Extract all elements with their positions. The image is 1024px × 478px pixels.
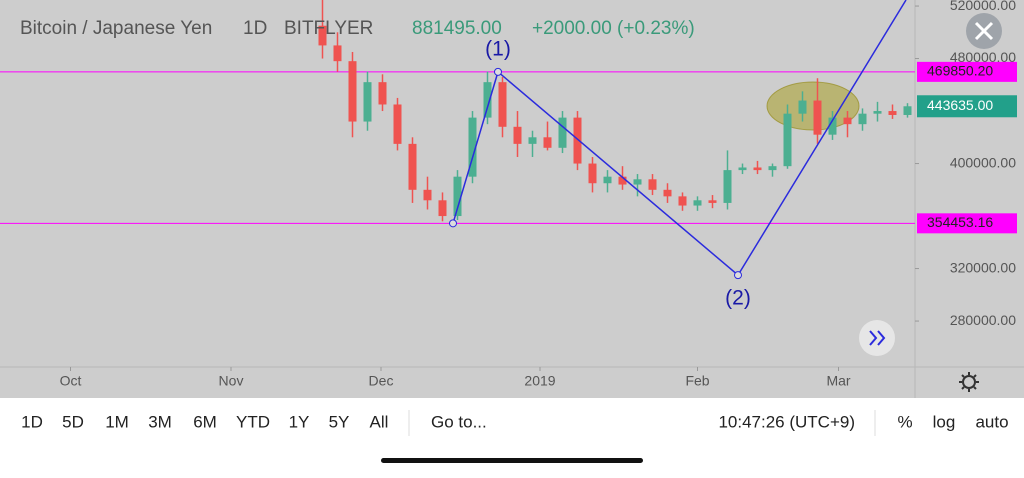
option-button[interactable]: %: [897, 412, 912, 431]
clock: 10:47:26 (UTC+9): [718, 412, 855, 431]
candle-body: [558, 117, 567, 148]
candle-body: [453, 176, 462, 217]
close-button[interactable]: [966, 13, 1002, 49]
candle-body: [888, 111, 897, 115]
candle-body: [378, 82, 387, 105]
candle-body: [858, 113, 867, 125]
candle-body: [783, 113, 792, 167]
candle-body: [588, 163, 597, 184]
y-tick-label: 480000.00: [950, 49, 1016, 65]
candle-body: [468, 117, 477, 177]
candle-body: [333, 45, 342, 62]
level-tag: [917, 61, 1017, 82]
candle-body: [408, 143, 417, 190]
candle-body: [693, 200, 702, 206]
candle-body: [528, 137, 537, 144]
wave-point: [449, 219, 457, 228]
range-button[interactable]: 1M: [105, 412, 129, 431]
candle-body: [828, 117, 837, 135]
chart-bg: [0, 0, 1024, 398]
candle-body: [708, 200, 717, 203]
price: 881495.00: [412, 18, 502, 39]
candle-body: [753, 167, 762, 171]
x-tick-label: 2019: [524, 373, 555, 389]
wave-line: [452, 0, 907, 277]
candle-body: [768, 166, 777, 171]
candle-body: [903, 106, 912, 115]
interval: 1D: [243, 18, 267, 39]
candle-body: [483, 82, 492, 118]
y-tick-label: 400000.00: [950, 154, 1016, 170]
x-tick-label: Dec: [369, 373, 394, 389]
scroll-button[interactable]: [859, 320, 895, 356]
candle-body: [573, 117, 582, 164]
candle-body: [843, 117, 852, 125]
candle-body: [813, 100, 822, 135]
change: +2000.00 (+0.23%): [532, 18, 695, 39]
candle-body: [543, 137, 552, 148]
candle-body: [438, 200, 447, 217]
range-button[interactable]: 5Y: [329, 412, 350, 431]
candle-body: [618, 176, 627, 185]
candle-body: [348, 61, 357, 122]
candle-body: [513, 126, 522, 144]
last-price-tag: [917, 95, 1017, 118]
y-tick-label: 280000.00: [950, 312, 1016, 328]
candle-body: [423, 189, 432, 201]
candle-body: [873, 111, 882, 114]
x-tick-label: Nov: [219, 373, 244, 389]
option-button[interactable]: log: [933, 412, 956, 431]
range-button[interactable]: 6M: [193, 412, 217, 431]
candle-body: [318, 25, 327, 46]
candle-body: [663, 189, 672, 197]
candle-body: [363, 82, 372, 122]
range-button[interactable]: 5D: [62, 412, 84, 431]
wave-label: (1): [485, 37, 511, 60]
exchange: BITFLYER: [284, 18, 373, 39]
candle-body: [603, 176, 612, 184]
candle-body: [498, 82, 507, 127]
candle-body: [633, 179, 642, 185]
y-tick-label: 320000.00: [950, 259, 1016, 275]
candle-body: [723, 170, 732, 203]
x-tick-label: Feb: [685, 373, 709, 389]
x-tick-label: Mar: [826, 373, 850, 389]
range-button[interactable]: YTD: [236, 412, 270, 431]
last-price-label: 443635.00: [927, 97, 993, 113]
range-button[interactable]: All: [370, 412, 389, 431]
candle-body: [678, 196, 687, 206]
candle-body: [798, 100, 807, 114]
level-label: 469850.20: [927, 63, 993, 79]
candle-body: [648, 179, 657, 190]
range-button[interactable]: 3M: [148, 412, 172, 431]
settings-icon[interactable]: [959, 372, 979, 392]
candle-body: [738, 167, 747, 171]
wave-point: [494, 67, 502, 76]
wave-label: (2): [725, 287, 751, 310]
level-tag: [917, 213, 1017, 234]
y-tick-label: 520000.00: [950, 0, 1016, 13]
symbol: Bitcoin / Japanese Yen: [20, 18, 212, 39]
goto-button[interactable]: Go to...: [431, 412, 487, 431]
wave-point: [734, 271, 742, 280]
level-label: 354453.16: [927, 214, 993, 230]
option-button[interactable]: auto: [975, 412, 1008, 431]
home-indicator: [381, 458, 643, 463]
range-button[interactable]: 1Y: [289, 412, 310, 431]
x-tick-label: Oct: [60, 373, 82, 389]
range-button[interactable]: 1D: [21, 412, 43, 431]
candle-body: [393, 104, 402, 144]
